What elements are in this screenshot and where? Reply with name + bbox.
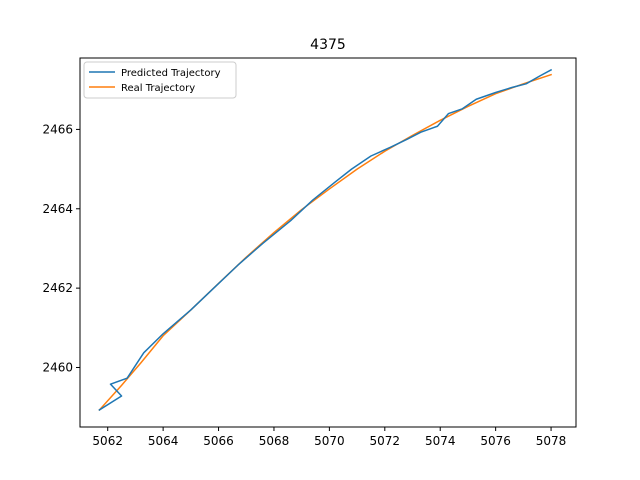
legend-label-predicted: Predicted Trajectory	[121, 68, 221, 79]
chart-title: 4375	[310, 37, 346, 53]
x-tick-label: 5070	[314, 434, 345, 448]
series-line-real-trajectory	[98, 73, 553, 411]
legend-label-real: Real Trajectory	[121, 83, 195, 94]
x-tick-label: 5074	[425, 434, 456, 448]
x-tick-label: 5078	[536, 434, 567, 448]
axis-ticks: 5062 5064 5066 5068 5070 5072 5074 5076 5078 2460…	[42, 122, 566, 448]
y-tick-label: 2460	[42, 360, 73, 374]
x-tick-label: 5064	[148, 434, 179, 448]
x-tick-label: 5068	[259, 434, 290, 448]
plot-lines	[98, 68, 553, 411]
x-tick-label: 5062	[92, 434, 123, 448]
x-tick-label: 5066	[203, 434, 234, 448]
legend: Predicted Trajectory Real Trajectory	[83, 61, 237, 99]
x-tick-label: 5072	[370, 434, 401, 448]
legend-box	[83, 61, 237, 99]
series-line-predicted-trajectory	[98, 68, 553, 411]
y-tick-label: 2466	[42, 122, 73, 136]
y-tick-label: 2464	[42, 202, 73, 216]
x-tick-label: 5076	[480, 434, 511, 448]
axes-frame	[79, 57, 577, 428]
y-tick-label: 2462	[42, 281, 73, 295]
